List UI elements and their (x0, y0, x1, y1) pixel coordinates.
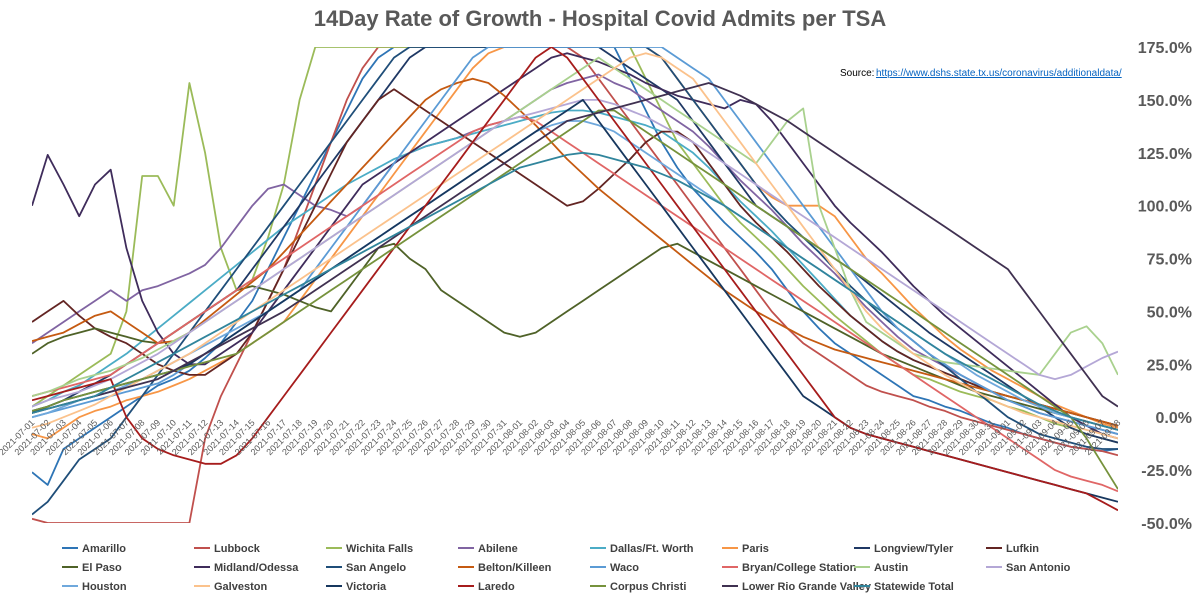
legend-item-bryan-college-station: Bryan/College Station (722, 562, 857, 574)
y-tick-label: 50.0% (1147, 304, 1192, 321)
legend-item-amarillo: Amarillo (62, 543, 126, 555)
legend-item-midland-odessa: Midland/Odessa (194, 562, 299, 574)
legend-label: Waco (610, 562, 639, 574)
legend-label: Houston (82, 581, 127, 593)
legend-item-abilene: Abilene (458, 543, 518, 555)
legend-label: Corpus Christi (610, 581, 686, 593)
legend-item-san-antonio: San Antonio (986, 562, 1071, 574)
legend-item-laredo: Laredo (458, 581, 515, 593)
y-tick-label: 0.0% (1156, 410, 1192, 427)
y-tick-label: -50.0% (1141, 516, 1192, 533)
legend-label: Wichita Falls (346, 543, 413, 555)
legend-label: San Angelo (346, 562, 406, 574)
legend-item-lubbock: Lubbock (194, 543, 261, 555)
legend-label: Lower Rio Grande Valley (742, 581, 872, 593)
legend-item-lower-rio-grande-valley: Lower Rio Grande Valley (722, 581, 872, 593)
series-line-paris (32, 47, 1118, 440)
legend-item-austin: Austin (854, 562, 909, 574)
legend-item-el-paso: El Paso (62, 562, 122, 574)
series-line-lubbock (32, 47, 1118, 523)
legend-label: Bryan/College Station (742, 562, 857, 574)
series-lines (32, 47, 1118, 523)
series-line-galveston (32, 52, 1118, 440)
legend-item-belton-killeen: Belton/Killeen (458, 562, 552, 574)
legend-item-longview-tyler: Longview/Tyler (854, 543, 954, 555)
legend-label: Victoria (346, 581, 387, 593)
legend-item-houston: Houston (62, 581, 127, 593)
legend-label: Amarillo (82, 543, 126, 555)
y-axis: 175.0% 150.0% 125.0% 100.0% 75.0% 50.0% 25.0% 0… (1138, 40, 1192, 533)
series-line-midland-odessa (32, 52, 1118, 440)
legend-item-corpus-christi: Corpus Christi (590, 581, 686, 593)
y-tick-label: 75.0% (1147, 252, 1192, 269)
legend-item-paris: Paris (722, 543, 769, 555)
legend-label: El Paso (82, 562, 122, 574)
y-tick-label: 175.0% (1138, 40, 1192, 57)
legend-item-waco: Waco (590, 562, 639, 574)
series-line-san-antonio (32, 99, 1118, 408)
series-line-bryan-college-station (32, 115, 1118, 493)
y-tick-label: -25.0% (1141, 463, 1192, 480)
legend-label: Belton/Killeen (478, 562, 552, 574)
y-tick-label: 150.0% (1138, 93, 1192, 110)
legend-label: Lubbock (214, 543, 261, 555)
source-link[interactable]: https://www.dshs.state.tx.us/coronavirus… (876, 68, 1122, 79)
legend-label: San Antonio (1006, 562, 1071, 574)
legend-item-dallas-ft-worth: Dallas/Ft. Worth (590, 543, 694, 555)
series-line-abilene (32, 73, 1118, 435)
legend-label: Dallas/Ft. Worth (610, 543, 694, 555)
legend-item-statewide-total: Statewide Total (854, 581, 954, 593)
legend-label: Longview/Tyler (874, 543, 954, 555)
legend-item-lufkin: Lufkin (986, 543, 1039, 555)
y-tick-label: 25.0% (1147, 357, 1192, 374)
series-line-laredo (32, 47, 1118, 512)
legend-label: Statewide Total (874, 581, 954, 593)
legend-label: Galveston (214, 581, 267, 593)
series-line-amarillo (32, 47, 1118, 486)
legend-item-san-angelo: San Angelo (326, 562, 406, 574)
legend-label: Austin (874, 562, 909, 574)
chart-title: 14Day Rate of Growth - Hospital Covid Ad… (314, 6, 887, 31)
series-line-corpus-christi (32, 109, 1118, 490)
legend: Amarillo Lubbock Wichita Falls Abilene Dalla… (62, 543, 1071, 593)
legend-label: Laredo (478, 581, 515, 593)
series-line-lower-rio-grande-valley (32, 82, 1118, 414)
source-note: Source: https://www.dshs.state.tx.us/cor… (840, 68, 1122, 79)
legend-label: Paris (742, 543, 769, 555)
y-tick-label: 125.0% (1138, 146, 1192, 163)
series-line-statewide-total (32, 151, 1118, 431)
series-line-belton-killeen (32, 77, 1118, 427)
legend-label: Midland/Odessa (214, 562, 299, 574)
y-tick-label: 100.0% (1138, 199, 1192, 216)
x-axis: 2021-07-012021-07-022021-07-032021-07-04… (0, 418, 1122, 458)
legend-item-victoria: Victoria (326, 581, 387, 593)
plot-area (32, 47, 1118, 523)
legend-item-galveston: Galveston (194, 581, 267, 593)
legend-item-wichita-falls: Wichita Falls (326, 543, 413, 555)
series-line-wichita-falls (32, 47, 1118, 444)
source-label: Source: (840, 68, 874, 79)
legend-label: Lufkin (1006, 543, 1039, 555)
legend-label: Abilene (478, 543, 518, 555)
